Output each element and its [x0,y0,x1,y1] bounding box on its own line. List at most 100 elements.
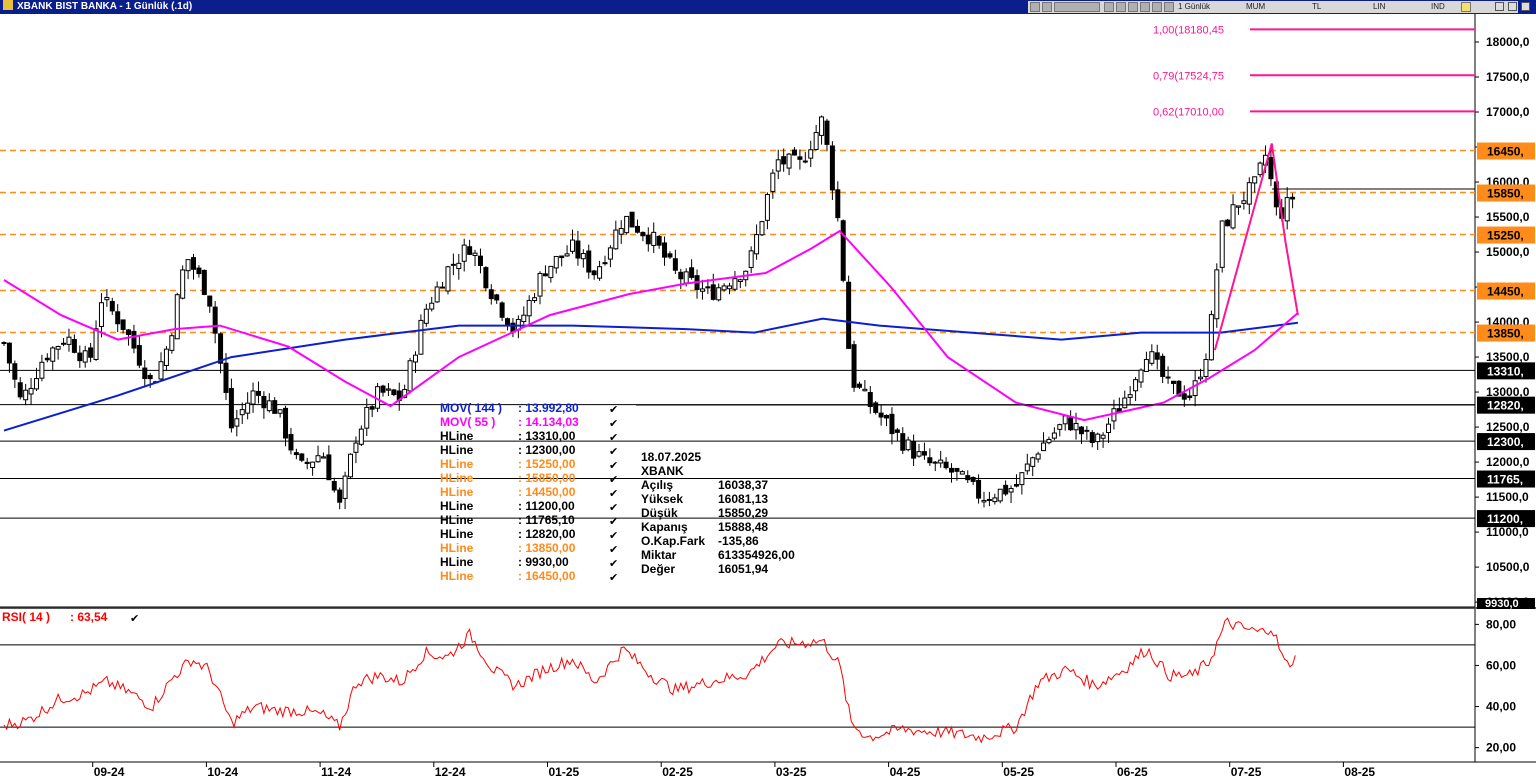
info-date: 18.07.2025 [641,450,701,464]
candle-up [1051,432,1057,439]
candle-down [856,383,862,388]
mode-selector[interactable]: IND [1431,2,1445,11]
fibo-label: 1,00(18180,45 [1153,24,1224,36]
hline-label: 13310, [1487,364,1524,378]
candle-up [33,378,39,390]
candle-up [862,388,868,392]
legend-name: HLine [440,513,474,527]
close-icon[interactable] [1521,2,1530,11]
price-y-tick-label: 11000,0 [1486,525,1529,539]
candle-up [748,250,754,268]
x-tick-label: 01-25 [549,765,580,777]
window-title: XBANK BIST BANKA - 1 Günlük (.1d) [3,0,192,14]
toolbar-icon-2[interactable] [1042,2,1052,12]
toolbar-dropdown[interactable] [1054,2,1100,12]
checkmark-icon: ✔ [609,404,618,416]
checkmark-icon: ✔ [609,502,618,514]
candle-down [1068,417,1074,431]
toolbar-icon-9[interactable] [1461,2,1471,12]
minimize-icon[interactable] [1495,2,1504,11]
candle-up [423,308,429,324]
candle-down [299,453,305,461]
checkmark-icon: ✔ [609,474,618,486]
candle-up [938,459,944,464]
legend-value: : 15250,00 [518,457,576,471]
legend-value: : 13310,00 [518,429,576,443]
info-value: 16051,94 [718,562,768,576]
x-tick-label: 05-25 [1003,765,1034,777]
legend-name: HLine [440,471,474,485]
candle-down [477,255,483,266]
candle-down [911,441,917,459]
candle-down [331,481,337,491]
toolbar-icon-5[interactable] [1128,2,1138,12]
candle-down [1013,483,1019,487]
indicator-legend: MOV( 144 ): 13.992,80 ✔ MOV( 55 ): 14.134,… [440,401,1475,584]
candle-up [959,471,965,475]
price-y-tick-label: 13000,0 [1486,385,1530,399]
x-tick-label: 07-25 [1231,765,1262,777]
candle-up [607,247,613,260]
candle-down [656,235,662,246]
period-selector[interactable]: 1 Günlük [1178,2,1211,11]
legend-name: HLine [440,457,474,471]
info-symbol: XBANK [641,464,684,478]
candle-down [1187,395,1193,399]
hline-label: 9930,0 [1485,598,1519,610]
candle-down [261,395,267,409]
candle-down [1,342,7,345]
scale-selector[interactable]: LIN [1373,2,1386,11]
candle-down [889,413,895,435]
candle-up [1127,394,1133,398]
toolbar-icon-8[interactable] [1164,2,1174,12]
toolbar-icon-6[interactable] [1140,2,1150,12]
candle-up [1208,314,1214,361]
candle-down [1003,484,1009,495]
candle-up [548,265,554,279]
candle-up [245,402,251,414]
candle-up [1046,438,1052,444]
candle-down [488,289,494,300]
legend-value: : 14.134,03 [518,415,579,429]
candle-up [932,461,938,464]
candle-up [802,160,808,163]
candle-up [1041,442,1047,452]
info-value: 16038,37 [718,478,768,492]
style-selector[interactable]: MUM [1246,2,1266,11]
candle-down [710,284,716,300]
candle-up [158,361,164,380]
candle-down [851,344,857,388]
candle-up [727,285,733,290]
maximize-icon[interactable] [1508,2,1517,11]
checkmark-icon: ✔ [609,446,618,458]
candle-up [1122,397,1128,409]
candle-down [640,231,646,237]
legend-name: MOV( 144 ) [440,401,502,415]
candle-down [634,225,640,233]
candle-down [835,189,841,219]
x-tick-label: 09-24 [94,765,125,777]
candle-down [586,250,592,273]
info-label: Düşük [641,506,678,520]
candle-up [1214,269,1220,320]
checkmark-icon: ✔ [609,460,618,472]
toolbar-icon-1[interactable] [1030,2,1040,12]
hline-label: 15250, [1487,229,1524,243]
currency-selector[interactable]: TL [1312,2,1322,11]
legend-name: HLine [440,555,474,569]
hline-label: 16450, [1487,145,1524,159]
candle-up [104,296,110,301]
toolbar-icon-3[interactable] [1104,2,1114,12]
candle-up [1024,463,1030,472]
candle-up [1106,423,1112,434]
candle-up [250,390,256,405]
candle-down [494,294,500,301]
toolbar-icon-4[interactable] [1116,2,1126,12]
candle-up [445,266,451,292]
candle-up [239,409,245,416]
x-axis: 09-24 10-24 11-24 12-24 01-25 02-25 03-25 04-25… [0,761,1536,777]
legend-name: HLine [440,527,474,541]
toolbar-icon-7[interactable] [1152,2,1162,12]
